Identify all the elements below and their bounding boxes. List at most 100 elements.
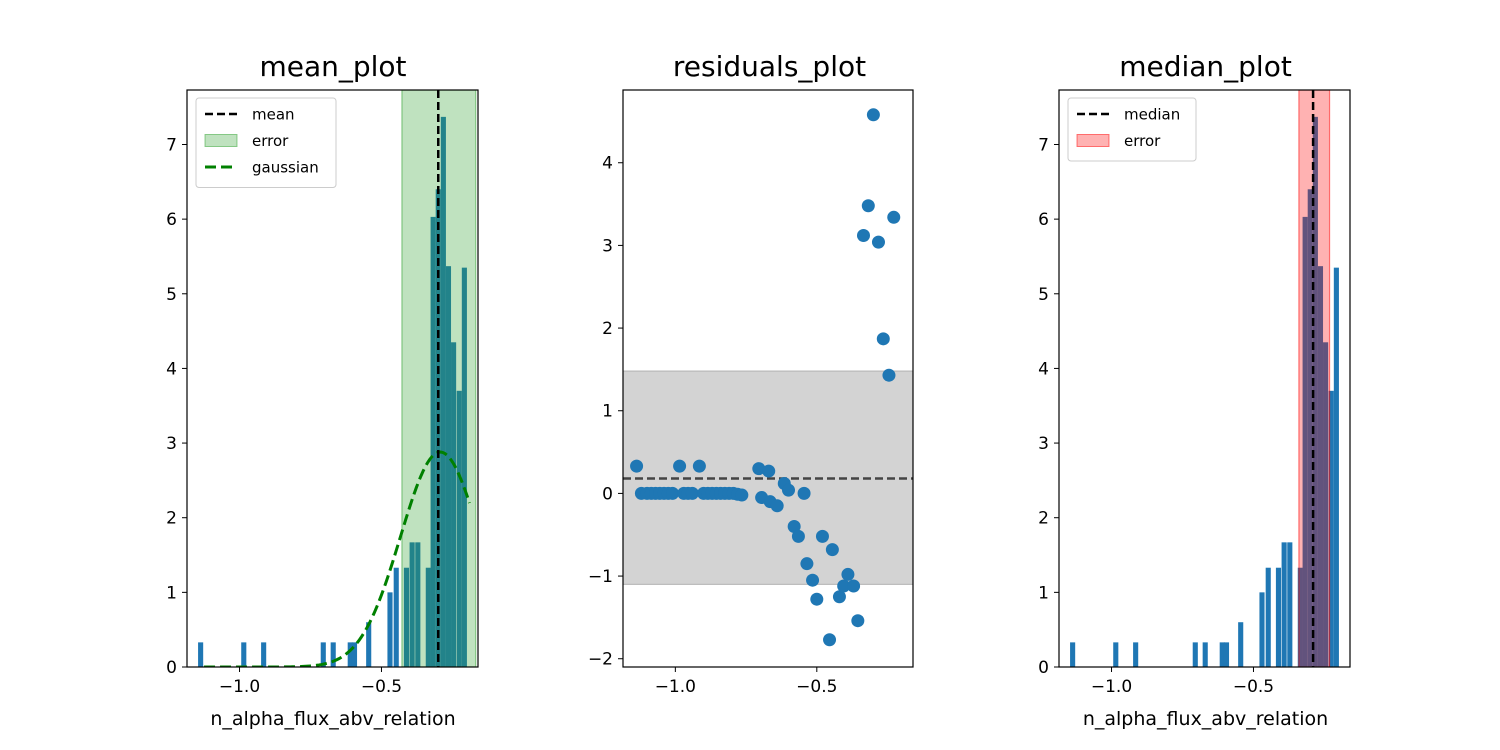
residuals-plot-title: residuals_plot [673, 50, 866, 83]
histogram-bar [1259, 592, 1265, 667]
legend-label: error [252, 132, 289, 150]
histogram-bar [241, 642, 247, 667]
y-tick-label: 3 [166, 434, 177, 454]
residual-point [882, 368, 896, 382]
x-tick-label: −1.0 [219, 677, 260, 697]
axes-frame [186, 89, 479, 668]
histogram-bar [445, 266, 452, 667]
y-tick-label: 0 [1038, 658, 1049, 678]
median-plot-title: median_plot [1119, 50, 1292, 83]
residuals-plot-content: −1.0 −0.5 −2 −1 0 1 2 3 4 [588, 89, 914, 697]
x-tick-label: −0.5 [361, 677, 402, 697]
y-tick-label: 7 [166, 135, 177, 155]
histogram-bar [1287, 542, 1293, 667]
histogram-bar [351, 642, 358, 667]
plot-area [198, 90, 477, 667]
y-tick-label: 5 [166, 285, 177, 305]
y-tick-label: 2 [1038, 509, 1049, 529]
residual-point [666, 486, 680, 500]
residual-point [823, 633, 837, 647]
residual-point [770, 499, 784, 513]
residual-point [825, 543, 839, 557]
y-tick-label: 1 [1038, 583, 1049, 603]
histogram-bar [261, 642, 267, 667]
y-tick-label: 6 [166, 210, 177, 230]
histogram-bar [1317, 266, 1324, 667]
histogram-bar [1192, 642, 1198, 667]
residual-point [815, 529, 829, 543]
histogram-bar [1307, 189, 1313, 667]
y-tick-label: 4 [1038, 359, 1049, 379]
mean-plot-title: mean_plot [259, 50, 406, 83]
histogram-bar [451, 342, 457, 667]
histogram-bar [1328, 390, 1334, 667]
histogram-bar [198, 642, 204, 667]
residual-point [810, 592, 824, 606]
histogram-bar [1238, 622, 1244, 667]
residual-point [630, 459, 644, 473]
y-tick-label: 3 [602, 236, 613, 256]
histogram-bar [347, 642, 353, 667]
y-tick-label: 5 [1038, 285, 1049, 305]
histogram-bar [1333, 267, 1339, 667]
y-tick-label: −2 [588, 650, 613, 670]
residual-point [841, 567, 855, 581]
histogram-bar [320, 642, 326, 667]
legend-label: gaussian [252, 159, 319, 177]
histogram-bar [425, 567, 431, 667]
y-tick-label: 7 [1038, 135, 1049, 155]
legend-label: error [1124, 132, 1161, 150]
residuals-plot-panel: residuals_plot −1.0 −0.5 −2 −1 0 1 2 3 4 [588, 50, 914, 697]
histogram-bar [387, 592, 393, 667]
residual-point [832, 590, 846, 604]
gaussian-curve [204, 450, 471, 667]
histogram-bar [430, 216, 436, 667]
residual-point [837, 579, 851, 593]
histogram-bar [456, 390, 462, 667]
legend-frame [195, 97, 337, 188]
mean-plot-xlabel: n_alpha_flux_abv_relation [210, 708, 455, 730]
y-tick-label: 1 [602, 402, 613, 422]
median-plot-panel: median_plot −1.0 −0.501234567medianerror … [1038, 50, 1351, 730]
y-tick-label: 0 [166, 658, 177, 678]
histogram-bar [1323, 342, 1329, 667]
histogram-bar [1281, 542, 1287, 667]
residual-point [797, 486, 811, 500]
y-tick-label: 1 [166, 583, 177, 603]
x-tick-label: −1.0 [655, 677, 696, 697]
residual-point [762, 464, 776, 478]
residual-point [752, 462, 766, 476]
residual-point [866, 108, 880, 122]
residual-point [856, 228, 870, 242]
mean-plot-panel: mean_plot −1.0 −0.5 0 1 2 3 4 5 6 7 mean error gauss… [166, 50, 479, 730]
histogram-bar [1113, 642, 1119, 667]
legend: median error [1067, 97, 1197, 162]
y-tick-label: −1 [588, 567, 613, 587]
x-tick-label: −1.0 [1091, 677, 1132, 697]
histogram-bar [1275, 567, 1282, 667]
histogram-bar [1223, 642, 1230, 667]
residual-point [791, 529, 805, 543]
legend-frame [1067, 97, 1197, 162]
histogram-bar [1302, 216, 1308, 667]
legend-label: mean [252, 106, 295, 124]
y-tick-label: 0 [602, 484, 613, 504]
histogram-bar [415, 542, 421, 667]
histogram-bar [1219, 642, 1225, 667]
axes-frame [1058, 89, 1351, 668]
axes-frame [622, 89, 914, 668]
residual-point [800, 557, 814, 571]
legend-label: median [1124, 106, 1180, 124]
residual-point [861, 199, 875, 213]
residual-point [847, 579, 861, 593]
residual-point [685, 486, 699, 500]
histogram-bar [440, 116, 446, 667]
y-tick-label: 2 [602, 319, 613, 339]
legend: mean error gaussian [195, 97, 337, 188]
residual-point [692, 459, 706, 473]
residual-point [782, 483, 796, 497]
residual-point [787, 519, 801, 533]
residual-point [735, 488, 749, 502]
y-tick-label: 4 [166, 359, 177, 379]
median-plot-xlabel: n_alpha_flux_abv_relation [1083, 708, 1328, 730]
